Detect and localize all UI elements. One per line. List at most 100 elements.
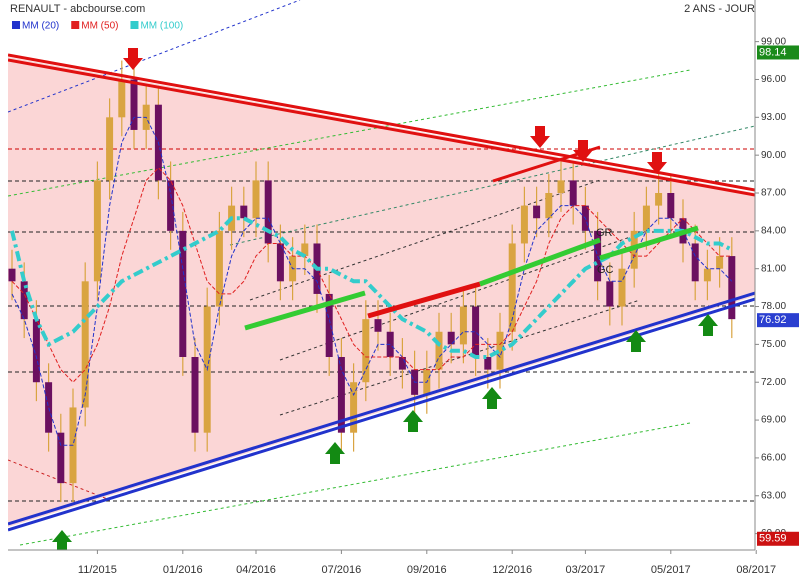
candle-body — [447, 331, 455, 345]
candle-body — [20, 281, 28, 320]
candle-body — [106, 117, 114, 181]
chart-subtitle: 2 ANS - JOUR — [684, 3, 755, 15]
x-tick-label: 04/2016 — [236, 564, 276, 576]
price-badge-label: 98.14 — [759, 46, 787, 58]
candle-body — [264, 180, 272, 244]
x-tick-label: 09/2016 — [407, 564, 447, 576]
candle-body — [508, 243, 516, 332]
channel-line — [249, 179, 601, 301]
candle-body — [252, 180, 260, 219]
price-badge-label: 59.59 — [759, 533, 787, 545]
channel-line — [8, 69, 691, 197]
candle-body — [642, 205, 650, 231]
candle-body — [8, 268, 16, 282]
candle-body — [350, 382, 358, 433]
legend-swatch — [71, 21, 80, 29]
candle-body — [167, 180, 175, 231]
channel-line — [279, 229, 651, 361]
candle-body — [93, 180, 101, 282]
price-badge — [757, 45, 799, 60]
segment — [479, 237, 601, 287]
y-tick-label: 78.00 — [761, 301, 786, 312]
x-tick-label: 11/2015 — [78, 564, 117, 576]
drawings: GR GC — [8, 0, 755, 550]
candle-body — [435, 331, 443, 370]
y-tick-label: 87.00 — [761, 188, 786, 199]
y-tick-label: 93.00 — [761, 112, 786, 123]
candle-body — [240, 205, 248, 219]
annotation: GC — [597, 264, 614, 276]
level-lines — [8, 148, 755, 502]
moving-averages — [10, 116, 733, 446]
y-tick-label: 84.00 — [761, 225, 786, 236]
candle-body — [472, 306, 480, 357]
candle-body — [337, 356, 345, 433]
candle-body — [484, 356, 492, 370]
candle-body — [57, 432, 65, 484]
candle-body — [667, 193, 675, 219]
candle-body — [496, 331, 504, 370]
candle-body — [545, 193, 553, 219]
candle-body — [655, 193, 663, 206]
candle-body — [716, 256, 724, 269]
y-tick-label: 72.00 — [761, 377, 786, 388]
segment — [244, 290, 366, 331]
trend-lines — [8, 53, 755, 532]
candle-body — [325, 293, 333, 357]
x-tick-label: 12/2016 — [492, 564, 532, 576]
candle-body — [569, 180, 577, 206]
x-tick-label: 05/2017 — [651, 564, 691, 576]
support-line — [8, 291, 755, 526]
candle-body — [520, 205, 528, 244]
legend: MM (20) MM (50) MM (100) — [12, 21, 183, 32]
candle-body — [606, 281, 614, 307]
candle-body — [703, 268, 711, 282]
candle-body — [398, 356, 406, 370]
candle-body — [459, 306, 467, 345]
ma-line — [10, 216, 733, 359]
annotation: GR — [596, 227, 613, 239]
candle-body — [81, 281, 89, 408]
resistance-line — [8, 53, 755, 192]
x-tick-label: 01/2016 — [163, 564, 203, 576]
candle-body — [533, 205, 541, 219]
x-tick-label: 03/2017 — [566, 564, 606, 576]
price-badge-label: 76.92 — [759, 314, 787, 326]
legend-swatch — [130, 21, 139, 29]
segment — [367, 281, 481, 319]
y-tick-label: 69.00 — [761, 415, 786, 426]
segment — [599, 225, 699, 261]
price-badge — [757, 313, 799, 328]
x-tick-label: 07/2016 — [322, 564, 362, 576]
candle-body — [362, 319, 370, 383]
y-tick-label: 99.00 — [761, 36, 786, 47]
candle-body — [191, 356, 199, 433]
candle-body — [301, 243, 309, 257]
price-badge — [757, 531, 799, 546]
y-tick-label: 96.00 — [761, 74, 786, 85]
candle-body — [45, 382, 53, 433]
candle-body — [179, 230, 187, 357]
candle-body — [728, 256, 736, 320]
resistance-line — [8, 58, 755, 197]
y-tick-label: 90.00 — [761, 150, 786, 161]
candle-body — [276, 243, 284, 282]
channel-line — [8, 0, 301, 113]
y-tick-label: 81.00 — [761, 263, 786, 274]
y-tick-label: 63.00 — [761, 490, 786, 501]
legend-swatch — [12, 21, 20, 29]
y-tick-label: 75.00 — [761, 339, 786, 350]
candle-body — [618, 268, 626, 307]
candle-body — [130, 79, 138, 130]
y-tick-label: 66.00 — [761, 453, 786, 464]
ma-line — [11, 167, 732, 383]
candle-body — [32, 319, 40, 383]
x-tick-label: 08/2017 — [736, 564, 776, 576]
candle-body — [215, 230, 223, 307]
legend-label: MM (20) — [22, 21, 59, 32]
candle-body — [118, 79, 126, 118]
legend-label: MM (50) — [81, 21, 118, 32]
chart-title: RENAULT - abcbourse.com — [10, 3, 145, 15]
candle-body — [691, 243, 699, 282]
